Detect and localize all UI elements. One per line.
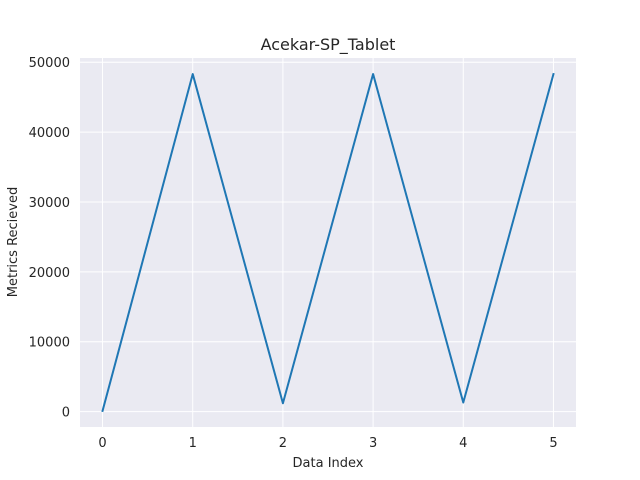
- x-tick-label: 4: [459, 436, 467, 451]
- y-axis-label: Metrics Recieved: [6, 187, 21, 297]
- plot-background: [80, 58, 576, 427]
- x-tick-labels: 0 1 2 3 4 5: [98, 436, 557, 451]
- y-tick-label: 30000: [29, 196, 70, 211]
- y-tick-label: 10000: [29, 336, 70, 351]
- chart-title: Acekar-SP_Tablet: [261, 35, 396, 55]
- y-tick-label: 0: [62, 406, 70, 421]
- x-tick-label: 1: [189, 436, 197, 451]
- x-axis-label: Data Index: [293, 456, 364, 471]
- y-tick-label: 50000: [29, 56, 70, 71]
- y-tick-label: 20000: [29, 266, 70, 281]
- x-tick-label: 2: [279, 436, 287, 451]
- series-line: [101, 72, 555, 413]
- y-tick-label: 40000: [29, 126, 70, 141]
- x-tick-label: 5: [549, 436, 557, 451]
- x-tick-label: 3: [369, 436, 377, 451]
- series-group: [101, 72, 555, 413]
- grid-lines: [80, 58, 576, 427]
- y-tick-labels: 0 10000 20000 30000 40000 50000: [29, 56, 70, 420]
- x-tick-label: 0: [98, 436, 106, 451]
